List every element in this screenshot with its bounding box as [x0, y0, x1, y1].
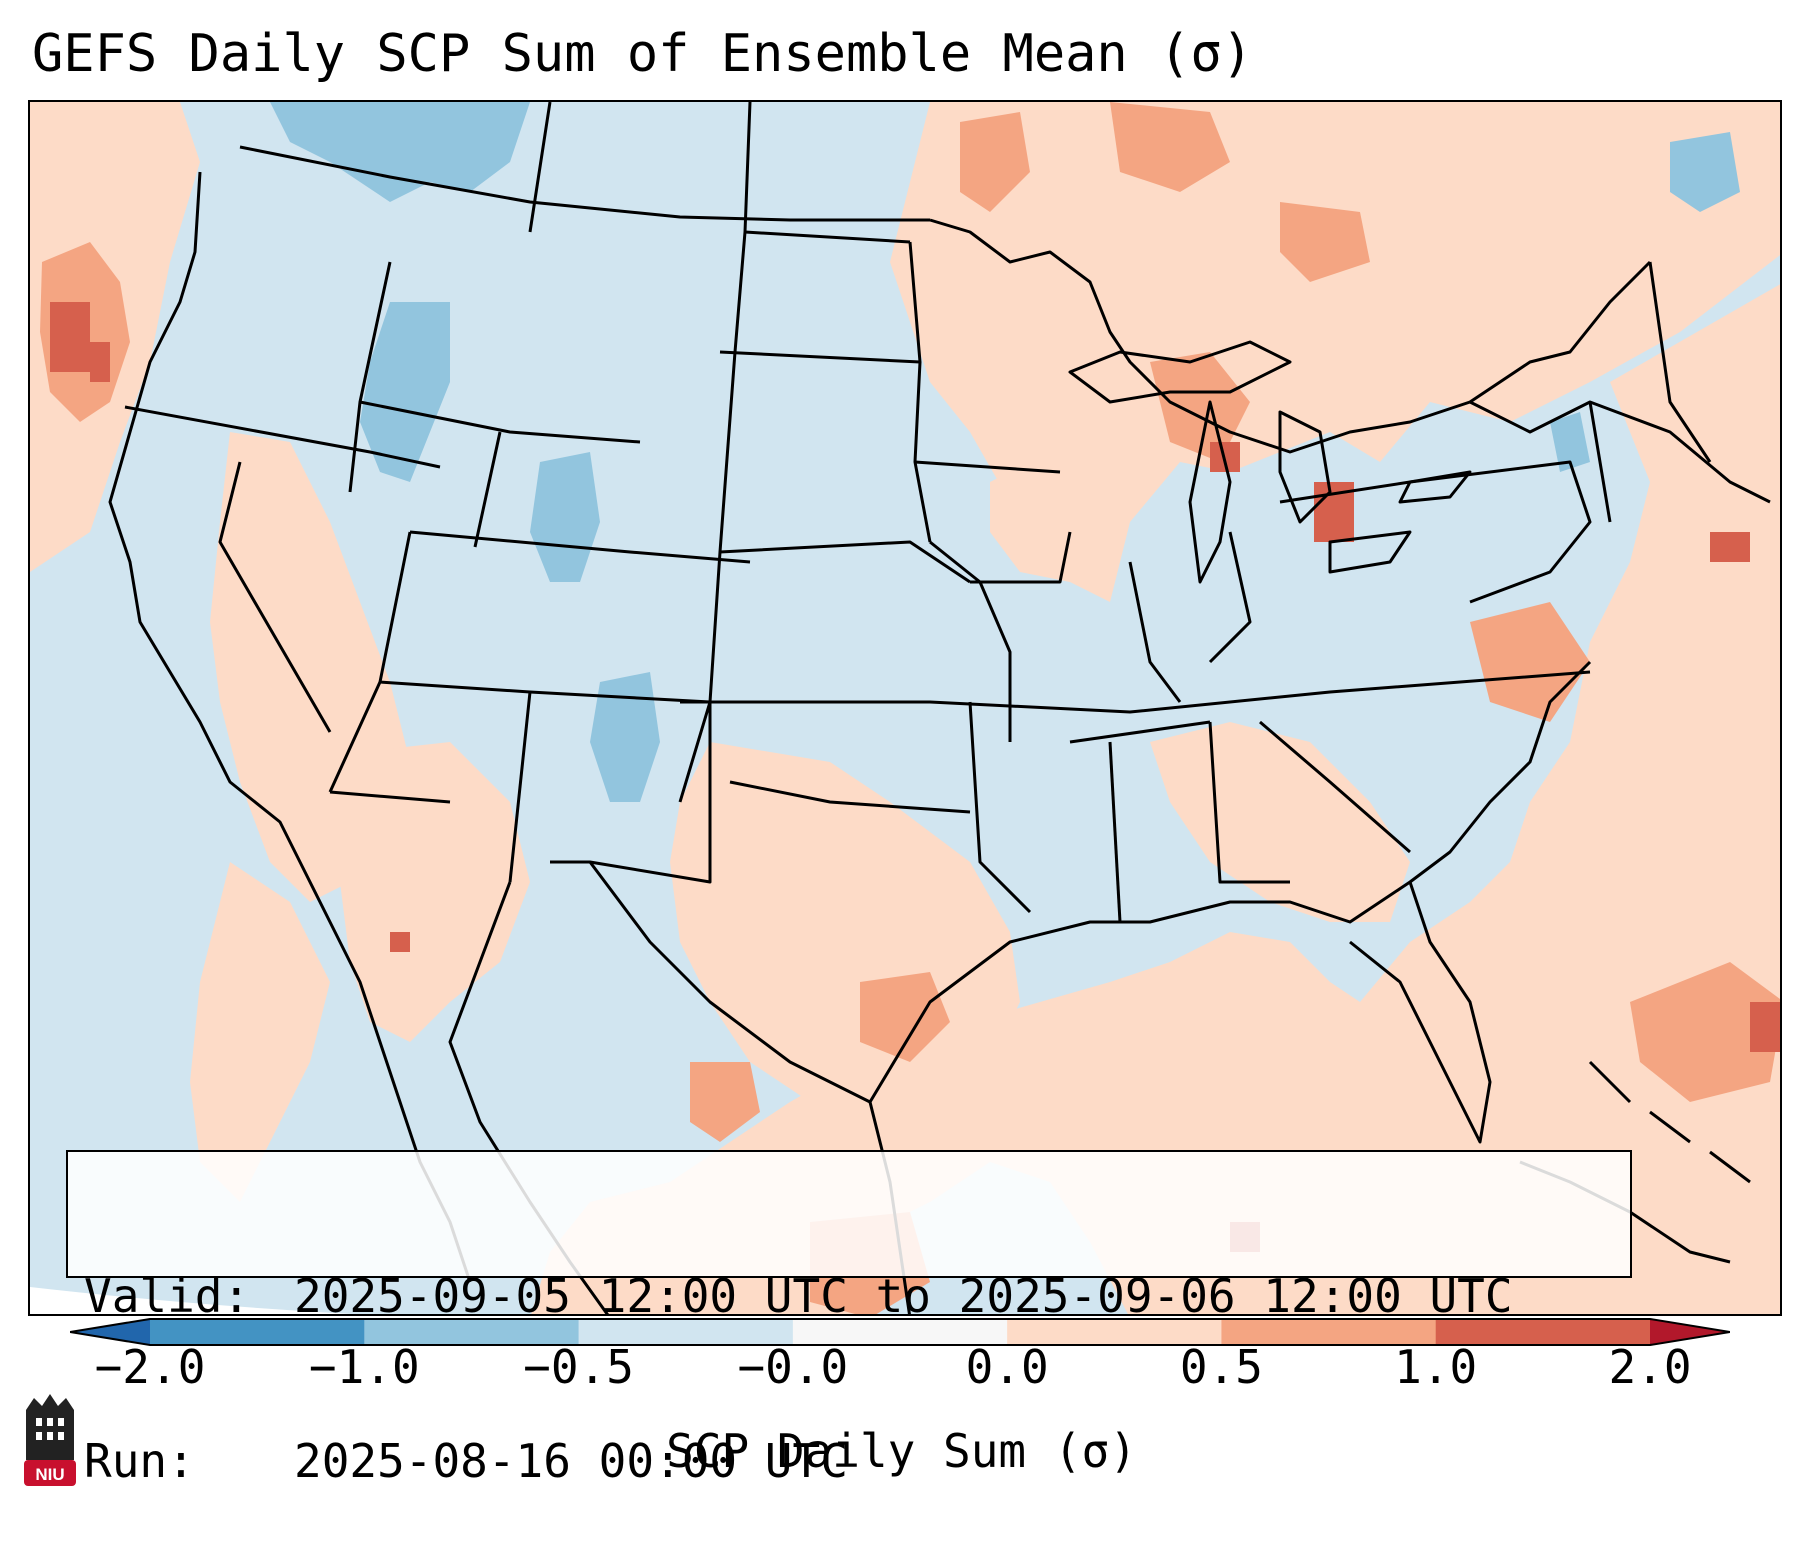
colorbar-under-arrow [70, 1319, 150, 1345]
colorbar-bin [1221, 1319, 1437, 1345]
negative-anomaly-cells [270, 102, 1740, 802]
colorbar-tick-label: 0.0 [965, 1340, 1049, 1394]
colorbar-bin [792, 1319, 1008, 1345]
colorbar [70, 1318, 1730, 1346]
colorbar-label: SCP Daily Sum (σ) [666, 1424, 1137, 1478]
valid-label: Valid: [84, 1269, 251, 1323]
niu-logo: NIU [24, 1394, 76, 1486]
colorbar-tick-label: 2.0 [1608, 1340, 1692, 1394]
map-panel [28, 100, 1782, 1316]
run-label: Run: [84, 1434, 195, 1488]
valid-run-info-box: Valid: 2025-09-05 12:00 UTC to 2025-09-06… [66, 1150, 1632, 1488]
colorbar-outline [70, 1318, 1730, 1346]
run-value: 2025-08-16 00:00 UTC [294, 1434, 848, 1488]
colorbar-tick-label: −1.0 [308, 1340, 420, 1394]
colorbar-tick-label: −2.0 [94, 1340, 206, 1394]
valid-value: 2025-09-05 12:00 UTC to 2025-09-06 12:00… [294, 1269, 1513, 1323]
chart-title: GEFS Daily SCP Sum of Ensemble Mean (σ) [32, 24, 1253, 84]
colorbar-bins [150, 1319, 1651, 1345]
colorbar-tick-label: 0.5 [1179, 1340, 1263, 1394]
valid-row: Valid: 2025-09-05 12:00 UTC to 2025-09-06… [84, 1269, 1630, 1324]
political-boundaries [108, 102, 1771, 1314]
svg-text:NIU: NIU [35, 1465, 64, 1484]
positive-anomaly-regions [30, 102, 1780, 1314]
colorbar-ticks: −2.0 −1.0 −0.5 −0.0 0.0 0.5 1.0 2.0 [0, 1340, 1803, 1400]
colorbar-tick-label: −0.5 [523, 1340, 634, 1394]
colorbar-tick-label: −0.0 [737, 1340, 849, 1394]
colorbar-tick-label: 1.0 [1394, 1340, 1478, 1394]
scp-map [30, 102, 1780, 1314]
colorbar-over-arrow [1650, 1319, 1730, 1345]
colorbar-bin [150, 1319, 365, 1345]
run-row: Run: 2025-08-16 00:00 UTC [84, 1434, 1630, 1489]
colorbar-bin [1435, 1319, 1651, 1345]
colorbar-bin [1007, 1319, 1222, 1345]
colorbar-bin [578, 1319, 794, 1345]
colorbar-bin [364, 1319, 580, 1345]
